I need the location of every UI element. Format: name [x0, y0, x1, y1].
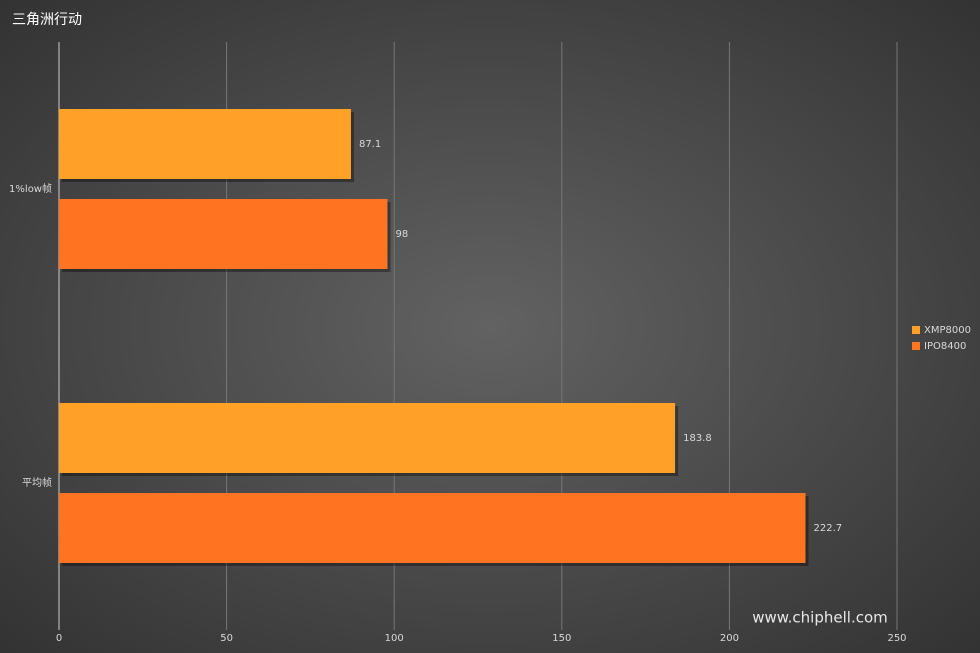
value-label: 183.8 [683, 433, 712, 444]
x-tick-label: 0 [56, 633, 62, 644]
bar [59, 403, 676, 473]
value-label: 222.7 [813, 523, 842, 534]
x-tick-label: 50 [220, 633, 233, 644]
x-tick-label: 100 [385, 633, 404, 644]
value-label: 87.1 [359, 139, 381, 150]
bar [59, 493, 806, 563]
legend-label: IPO8400 [924, 341, 966, 352]
x-tick-label: 250 [887, 633, 906, 644]
x-tick-label: 150 [552, 633, 571, 644]
x-tick-label: 200 [720, 633, 739, 644]
watermark: www.chiphell.com [752, 609, 888, 627]
chart-title: 三角洲行动 [12, 12, 82, 28]
y-tick-label: 1%low帧 [9, 182, 52, 195]
legend-swatch [912, 342, 920, 350]
bar [59, 109, 351, 179]
y-tick-label: 平均帧 [22, 476, 52, 489]
value-label: 98 [395, 229, 408, 240]
bar [59, 199, 388, 269]
legend-label: XMP8000 [924, 325, 971, 336]
legend-swatch [912, 326, 920, 334]
